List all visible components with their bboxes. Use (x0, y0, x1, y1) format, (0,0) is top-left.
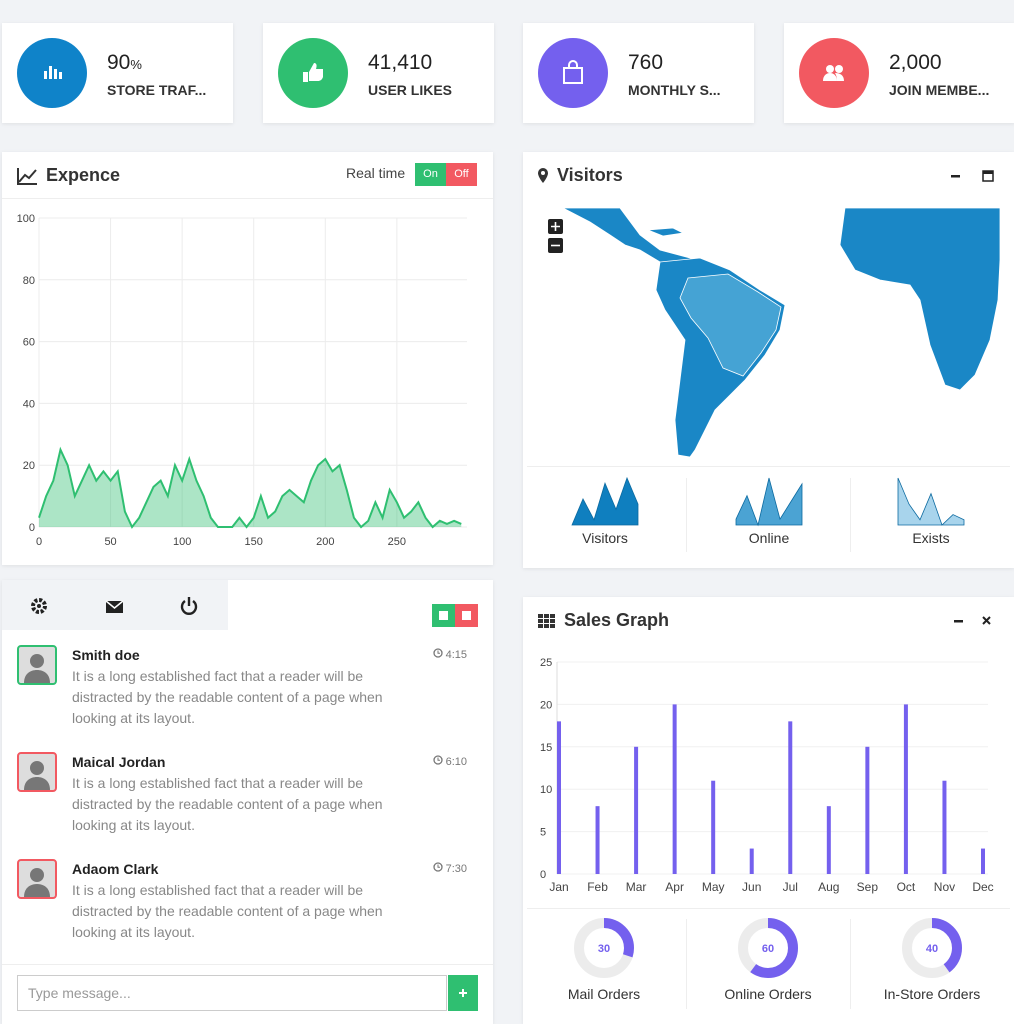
divider (686, 919, 687, 1009)
divider (2, 198, 493, 199)
message-time: 4:15 (432, 648, 467, 661)
divider (686, 478, 687, 552)
message-text: It is a long established fact that a rea… (72, 668, 383, 726)
stat-icon (17, 38, 87, 108)
message-text: It is a long established fact that a rea… (72, 775, 383, 833)
panel-tools (951, 170, 994, 182)
toggle-on[interactable]: On (415, 163, 446, 186)
stat-value: 2,000 (889, 51, 942, 75)
toggle-label: Real time (346, 165, 406, 181)
panel-tools (954, 616, 991, 625)
stat-value: 760 (628, 51, 663, 75)
stat-unit: % (130, 57, 142, 72)
expense-card: Expence Real time On Off (2, 152, 493, 565)
toggle-off[interactable]: Off (446, 163, 477, 186)
stat-number: 41,410 (368, 51, 433, 74)
avatar (17, 752, 57, 792)
stat-number: 760 (628, 51, 664, 74)
divider (850, 478, 851, 552)
visitors-card: Visitors (523, 152, 1014, 568)
stat-number: 90 (107, 51, 131, 74)
panel-title: Expence (46, 165, 121, 185)
message-time: 6:10 (432, 755, 467, 768)
sender-name: Smith doe (72, 647, 140, 663)
clock-icon (432, 755, 443, 765)
grid-icon (538, 614, 555, 628)
divider (2, 964, 493, 965)
avatar (17, 645, 57, 685)
tab-icons (31, 597, 478, 627)
clock-icon (432, 862, 443, 872)
send-button[interactable] (448, 975, 478, 1011)
sales-card: Sales Graph (523, 597, 1014, 1024)
stat-card: 90% STORE TRAF... (2, 23, 233, 123)
stat-icon (799, 38, 869, 108)
divider (527, 908, 1010, 909)
message-input[interactable]: Type message... (17, 975, 447, 1011)
divider (527, 466, 1010, 467)
stat-number: 2,000 (889, 51, 942, 74)
stat-icon (278, 38, 348, 108)
stat-value: 41,410 (368, 51, 432, 75)
stat-label: STORE TRAF... (107, 82, 207, 98)
message-time: 7:30 (432, 862, 467, 875)
map (548, 208, 1001, 458)
chat-card: Type message... Smith doe 4:15 It is a lon… (2, 580, 493, 1024)
stat-card: 760 MONTHLY S... (523, 23, 754, 123)
panel-title: Visitors (557, 165, 623, 185)
avatar (17, 859, 57, 899)
clock-icon (432, 648, 443, 658)
stat-value: 90% (107, 51, 142, 75)
panel-title: Sales Graph (564, 610, 670, 630)
chart-icon (17, 168, 37, 185)
stat-icon (538, 38, 608, 108)
sender-name: Maical Jordan (72, 754, 166, 770)
pin-icon (538, 168, 548, 183)
message-text: It is a long established fact that a rea… (72, 882, 383, 940)
stat-card: 2,000 JOIN MEMBE... (784, 23, 1014, 123)
stat-card: 41,410 USER LIKES (263, 23, 494, 123)
sender-name: Adaom Clark (72, 861, 159, 877)
stat-label: MONTHLY S... (628, 82, 721, 98)
divider (850, 919, 851, 1009)
stat-label: USER LIKES (368, 82, 453, 98)
stat-label: JOIN MEMBE... (889, 82, 990, 98)
